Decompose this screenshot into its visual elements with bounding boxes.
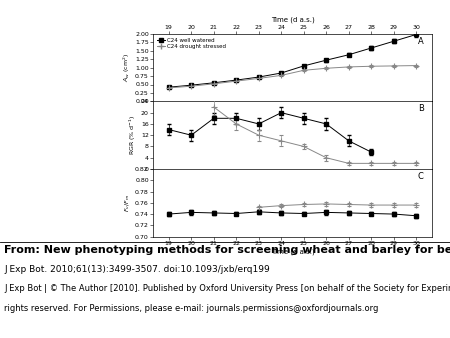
- X-axis label: Time (d a.s.): Time (d a.s.): [270, 248, 315, 255]
- Text: J Exp Bot. 2010;61(13):3499-3507. doi:10.1093/jxb/erq199: J Exp Bot. 2010;61(13):3499-3507. doi:10…: [4, 265, 270, 274]
- Y-axis label: $A_w$ (cm$^2$): $A_w$ (cm$^2$): [122, 53, 132, 82]
- Text: From: New phenotyping methods for screening wheat and barley for beneficial resp: From: New phenotyping methods for screen…: [4, 245, 450, 255]
- Text: C: C: [418, 172, 423, 181]
- X-axis label: Time (d a.s.): Time (d a.s.): [270, 17, 315, 23]
- Text: B: B: [418, 104, 423, 113]
- Text: J Exp Bot | © The Author [2010]. Published by Oxford University Press [on behalf: J Exp Bot | © The Author [2010]. Publish…: [4, 284, 450, 293]
- Text: A: A: [418, 37, 423, 46]
- Text: rights reserved. For Permissions, please e-mail: journals.permissions@oxfordjour: rights reserved. For Permissions, please…: [4, 304, 379, 313]
- Y-axis label: RGR (% d$^{-1}$): RGR (% d$^{-1}$): [128, 115, 138, 155]
- Y-axis label: $F_v/F_m$: $F_v/F_m$: [123, 194, 132, 212]
- Legend: C24 well watered, C24 drought stressed: C24 well watered, C24 drought stressed: [156, 37, 227, 50]
